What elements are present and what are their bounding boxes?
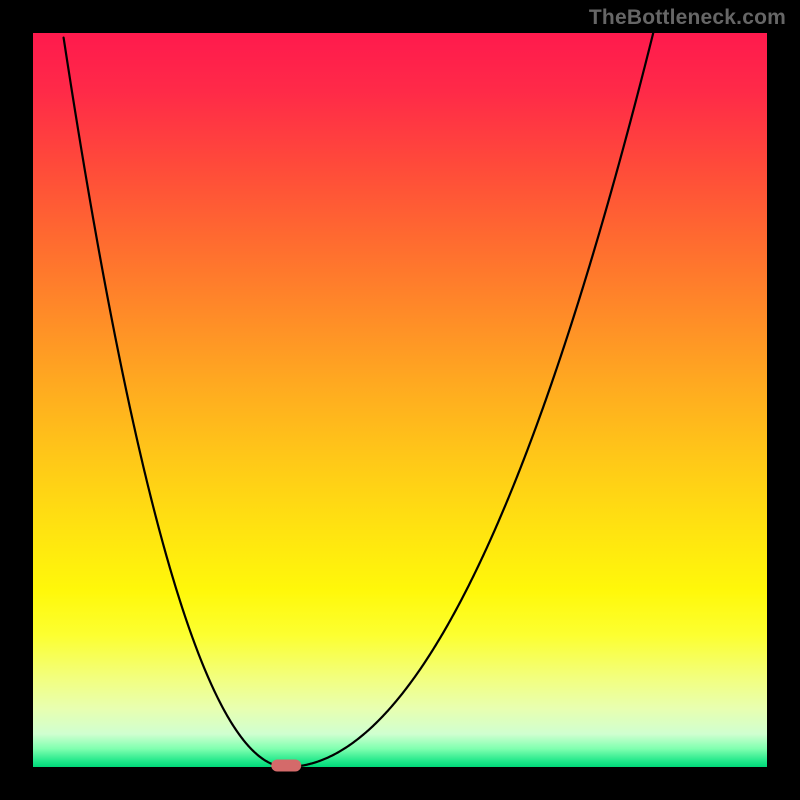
bottleneck-chart [0, 0, 800, 800]
plot-background [33, 33, 767, 767]
optimal-marker [271, 760, 301, 772]
watermark-text: TheBottleneck.com [589, 6, 786, 30]
chart-container: TheBottleneck.com [0, 0, 800, 800]
